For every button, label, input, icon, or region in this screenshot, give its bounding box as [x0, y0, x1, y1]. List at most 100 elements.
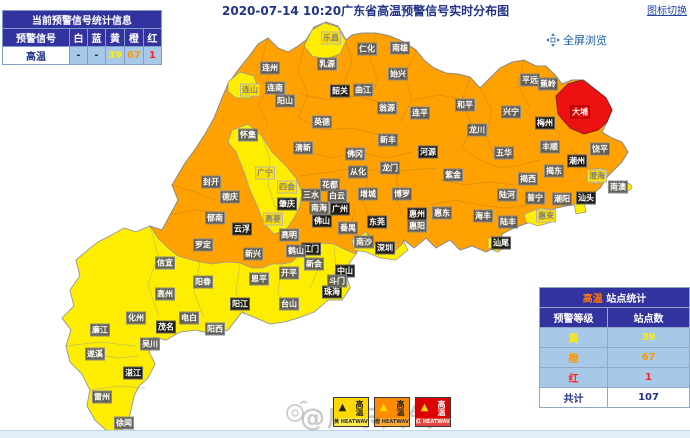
site-row-orange: 橙 67 — [538, 347, 690, 368]
map-label-河源: 河源 — [418, 145, 438, 159]
map-label-新兴: 新兴 — [243, 247, 263, 261]
site-level-yellow: 黄 — [538, 327, 609, 348]
map-label-郁南: 郁南 — [205, 211, 225, 225]
map-label-雷州: 雷州 — [92, 390, 112, 404]
map-label-东莞: 东莞 — [367, 215, 387, 229]
map-label-翁源: 翁源 — [377, 101, 397, 115]
site-col-level: 预警等级 — [538, 307, 609, 328]
map-label-深圳: 深圳 — [375, 241, 395, 255]
site-table-title-rest: 站点统计 — [602, 294, 647, 305]
map-label-汕尾: 汕尾 — [491, 236, 511, 250]
map-label-白云: 白云 — [327, 189, 347, 203]
map-label-韶关: 韶关 — [330, 84, 350, 98]
site-row-total: 共计 107 — [538, 387, 690, 408]
map-label-南澳: 南澳 — [608, 180, 628, 194]
map-label-新丰: 新丰 — [378, 133, 398, 147]
map-label-电白: 电白 — [179, 311, 199, 325]
heat-badge-yellow-text: 高温 — [355, 400, 364, 416]
site-row-yellow: 黄 39 — [538, 327, 690, 348]
map-label-连山: 连山 — [240, 83, 260, 97]
stats-row-label: 高温 — [2, 46, 70, 65]
map-label-紫金: 紫金 — [443, 168, 463, 182]
map-label-番禺: 番禺 — [338, 221, 358, 235]
map-label-陆丰: 陆丰 — [498, 215, 518, 229]
heat-badge-yellow-strip: 黄 HEATWAVE — [334, 418, 368, 426]
map-label-廉江: 廉江 — [90, 323, 110, 337]
map-label-肇庆: 肇庆 — [277, 197, 297, 211]
stats-col-orange: 橙 — [123, 28, 144, 47]
site-total-value: 107 — [607, 387, 690, 408]
map-label-台山: 台山 — [279, 297, 299, 311]
map-label-阳西: 阳西 — [205, 322, 225, 336]
stats-col-signal: 预警信号 — [2, 28, 70, 47]
map-label-信宜: 信宜 — [155, 256, 175, 270]
map-label-化州: 化州 — [126, 311, 146, 325]
map-label-海丰: 海丰 — [473, 209, 493, 223]
map-label-广州: 广州 — [330, 202, 350, 216]
heat-badge-orange-strip: 橙 HEATWAVE — [375, 418, 409, 426]
map-label-吴川: 吴川 — [140, 337, 160, 351]
legend-toggle-link[interactable]: 图标切换 — [647, 6, 687, 17]
map-label-惠来: 惠来 — [536, 209, 556, 223]
map-label-始兴: 始兴 — [388, 67, 408, 81]
stats-col-blue: 蓝 — [87, 28, 106, 47]
heat-badge-orange-text: 高温 — [396, 400, 405, 416]
map-label-封开: 封开 — [201, 175, 221, 189]
map-label-龙川: 龙川 — [467, 123, 487, 137]
map-label-南沙: 南沙 — [354, 235, 374, 249]
stats-col-white: 白 — [69, 28, 88, 47]
map-label-饶平: 饶平 — [590, 142, 610, 156]
heat-arrow-icon: ▲ — [420, 402, 429, 413]
site-table-title-hot: 高温 — [582, 294, 603, 305]
map-label-博罗: 博罗 — [392, 187, 412, 201]
map-label-茂名: 茂名 — [156, 320, 176, 334]
map-label-佛山: 佛山 — [312, 214, 332, 228]
map-label-兴宁: 兴宁 — [501, 105, 521, 119]
heat-arrow-icon: ▲ — [379, 402, 388, 413]
map-label-斗门: 斗门 — [327, 274, 347, 288]
heat-badge-orange: ▲ 高温 橙 HEATWAVE — [374, 397, 410, 427]
site-col-count: 站点数 — [607, 307, 690, 328]
map-label-开平: 开平 — [279, 266, 299, 280]
stats-table-title: 当前预警信号统计信息 — [2, 10, 162, 29]
stats-value-white: - — [69, 46, 88, 65]
fullscreen-link[interactable]: 全屏浏览 — [546, 32, 607, 48]
map-label-阳江: 阳江 — [230, 297, 250, 311]
page-title: 2020-07-14 10:20广东省高温预警信号实时分布图 — [222, 4, 510, 18]
map-label-新会: 新会 — [304, 257, 324, 271]
site-count-orange: 67 — [607, 347, 690, 368]
map-label-怀集: 怀集 — [238, 128, 258, 142]
map-label-揭东: 揭东 — [544, 164, 564, 178]
map-label-从化: 从化 — [348, 165, 368, 179]
map-label-曲江: 曲江 — [353, 83, 373, 97]
map-label-乳源: 乳源 — [317, 57, 337, 71]
map-label-澄海: 澄海 — [587, 169, 607, 183]
map-label-潮州: 潮州 — [567, 154, 587, 168]
site-row-red: 红 1 — [538, 367, 690, 388]
map-label-五华: 五华 — [494, 146, 514, 160]
map-label-平远: 平远 — [520, 73, 540, 87]
map-label-惠东: 惠东 — [432, 206, 452, 220]
site-level-red: 红 — [538, 367, 609, 388]
map-label-大埔: 大埔 — [570, 105, 590, 119]
heat-arrow-icon: ▲ — [338, 402, 347, 413]
map-label-揭西: 揭西 — [518, 172, 538, 186]
map-label-增城: 增城 — [358, 187, 378, 201]
map-label-梅州: 梅州 — [535, 116, 555, 130]
site-stats-table: 高温 站点统计 预警等级 站点数 黄 39 橙 67 红 1 共计 107 — [538, 287, 690, 408]
map-label-德庆: 德庆 — [220, 190, 240, 204]
stats-col-yellow: 黄 — [105, 28, 125, 47]
map-label-连平: 连平 — [410, 106, 430, 120]
site-count-yellow: 39 — [607, 327, 690, 348]
map-label-乐昌: 乐昌 — [321, 31, 341, 45]
map-label-鹤山: 鹤山 — [286, 244, 306, 258]
map-label-江门: 江门 — [301, 242, 321, 256]
map-label-连州: 连州 — [260, 61, 280, 75]
stats-value-red: 1 — [142, 46, 162, 65]
map-label-阳春: 阳春 — [193, 275, 213, 289]
stats-value-blue: - — [87, 46, 106, 65]
heat-badge-yellow: ▲ 高温 黄 HEATWAVE — [333, 397, 369, 427]
map-label-高明: 高明 — [279, 228, 299, 242]
map-label-南雄: 南雄 — [390, 41, 410, 55]
warning-stats-table: 当前预警信号统计信息 预警信号 白 蓝 黄 橙 红 高温 - - 39 67 1 — [2, 10, 162, 65]
